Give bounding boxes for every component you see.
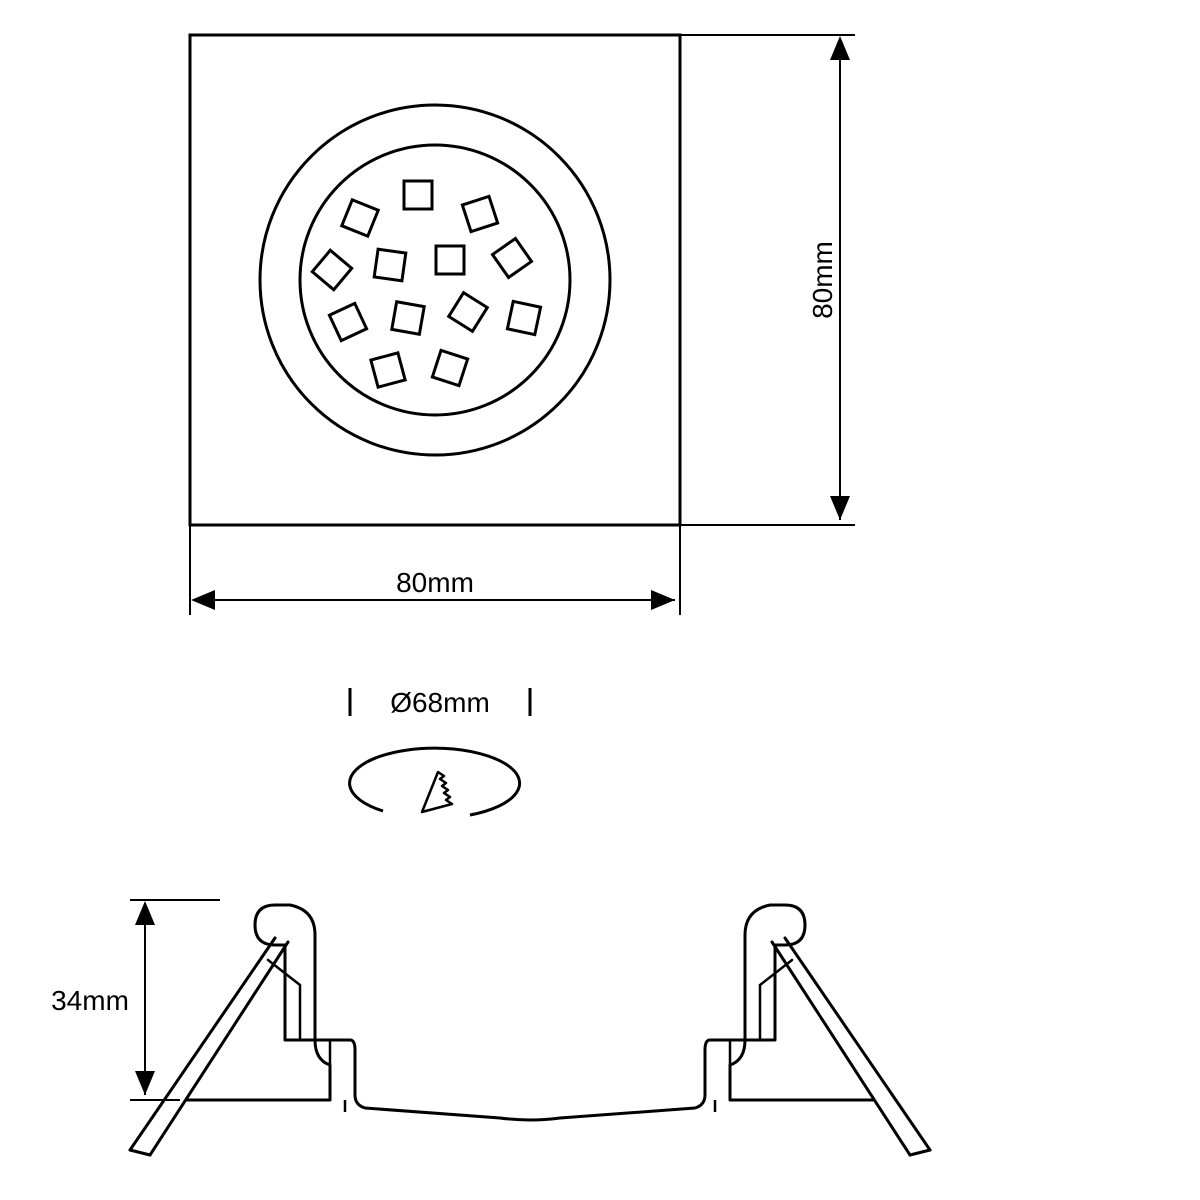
side-view: 34mm <box>51 900 930 1155</box>
spring-clip-right <box>760 938 930 1155</box>
led-chip <box>312 250 351 289</box>
fixture-cross-section <box>185 905 875 1120</box>
led-chip <box>449 293 488 332</box>
bezel-outer-circle <box>260 105 610 455</box>
dim-height: 80mm <box>680 35 855 525</box>
dim-width: 80mm <box>190 525 680 615</box>
led-chips <box>312 181 540 387</box>
dim-depth: 34mm <box>51 900 220 1100</box>
top-view: 80mm 80mm <box>190 35 855 615</box>
led-chip <box>404 181 432 209</box>
led-chip <box>493 239 532 278</box>
cutout-view: Ø68mm <box>350 687 530 815</box>
led-chip <box>436 246 464 274</box>
led-chip <box>462 196 497 231</box>
led-chip <box>392 302 424 334</box>
led-chip <box>507 301 540 334</box>
dim-height-label: 80mm <box>807 241 838 319</box>
led-chip <box>329 303 366 340</box>
cutout-label: Ø68mm <box>390 687 490 718</box>
dim-depth-label: 34mm <box>51 985 129 1016</box>
dim-width-label: 80mm <box>396 567 474 598</box>
fixture-square <box>190 35 680 525</box>
led-chip <box>374 249 406 281</box>
led-chip <box>342 200 378 236</box>
cutout-drill-icon <box>422 772 452 812</box>
technical-drawing: 80mm 80mm Ø68mm 34mm <box>0 0 1200 1200</box>
spring-clip-left <box>130 938 300 1155</box>
led-chip <box>432 350 467 385</box>
led-chip <box>371 353 405 387</box>
